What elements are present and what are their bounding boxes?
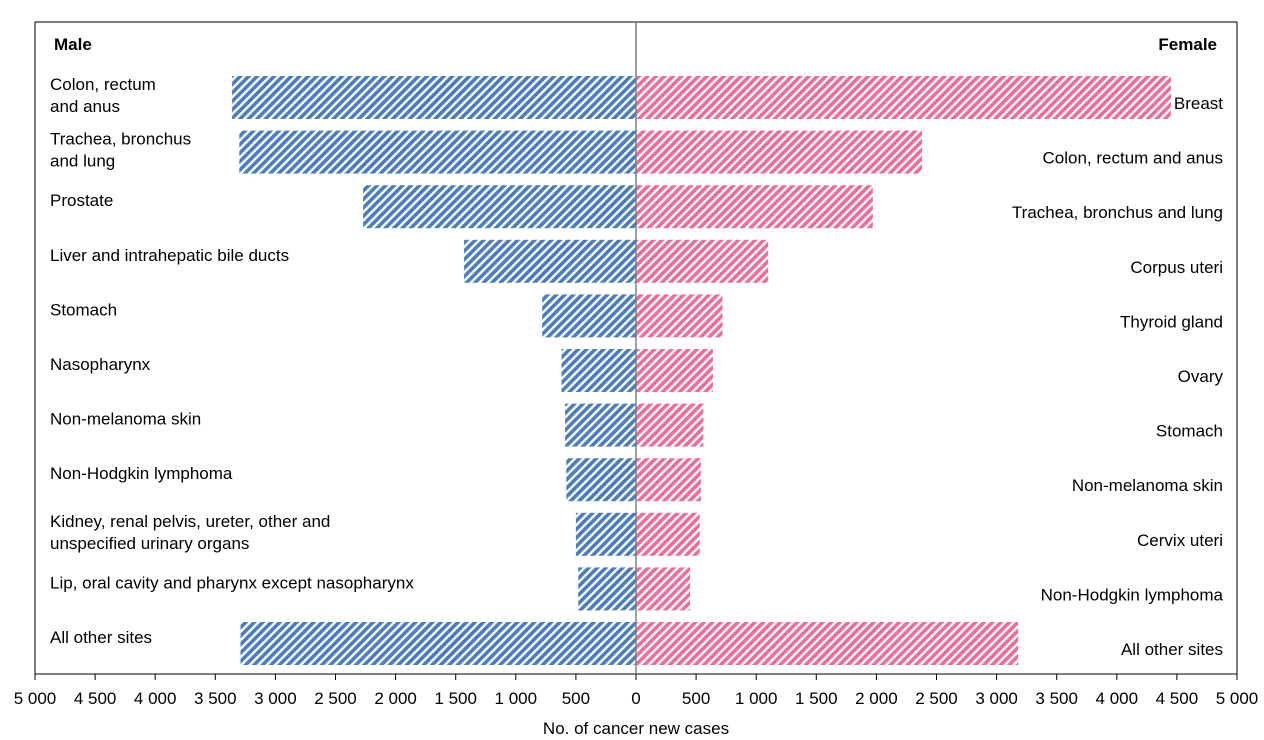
male-bar-trachea-bronchus-and-lung xyxy=(239,130,637,174)
x-tick-label: 500 xyxy=(682,689,710,708)
male-label-non-hodgkin-lymphoma: Non-Hodgkin lymphoma xyxy=(50,464,233,483)
x-tick-label: 2 500 xyxy=(915,689,958,708)
male-label-nasopharynx: Nasopharynx xyxy=(50,355,151,374)
label-line: Stomach xyxy=(50,300,117,319)
x-tick-label: 3 500 xyxy=(1035,689,1078,708)
female-bar-trachea-bronchus-and-lung xyxy=(636,185,873,229)
label-line: Ovary xyxy=(1178,367,1224,386)
female-label-all-other-sites: All other sites xyxy=(1121,640,1223,659)
label-line: Trachea, bronchus xyxy=(50,130,191,149)
female-bar-colon-rectum-and-anus xyxy=(636,130,923,174)
female-bar-all-other-sites xyxy=(636,622,1019,665)
female-bar-corpus-uteri xyxy=(636,239,769,283)
female-label-colon-rectum-and-anus: Colon, rectum and anus xyxy=(1043,149,1224,168)
male-bar-liver-and-intrahepatic-bile-ducts xyxy=(464,239,636,283)
male-label-non-melanoma-skin: Non-melanoma skin xyxy=(50,410,201,429)
label-line: All other sites xyxy=(1121,640,1223,659)
panel-title-male: Male xyxy=(54,35,92,54)
male-label-all-other-sites: All other sites xyxy=(50,628,152,647)
x-tick-label: 1 500 xyxy=(795,689,838,708)
x-tick-label: 4 000 xyxy=(1096,689,1139,708)
x-tick-label: 4 500 xyxy=(74,689,117,708)
label-line: Non-Hodgkin lymphoma xyxy=(1041,585,1224,604)
x-tick-label: 3 500 xyxy=(194,689,237,708)
female-label-non-melanoma-skin: Non-melanoma skin xyxy=(1072,476,1223,495)
label-line: Colon, rectum and anus xyxy=(1043,149,1224,168)
female-label-corpus-uteri: Corpus uteri xyxy=(1130,258,1223,277)
label-line: Corpus uteri xyxy=(1130,258,1223,277)
male-label-stomach: Stomach xyxy=(50,300,117,319)
male-bar-non-hodgkin-lymphoma xyxy=(566,458,636,502)
female-bar-breast xyxy=(636,76,1171,119)
x-tick-label: 3 000 xyxy=(975,689,1018,708)
x-tick-label: 1 500 xyxy=(434,689,477,708)
x-tick-label: 2 000 xyxy=(374,689,417,708)
label-line: Kidney, renal pelvis, ureter, other and xyxy=(50,512,330,531)
female-label-ovary: Ovary xyxy=(1178,367,1224,386)
male-label-kidney-renal-pelvis-ureter-other-and-unspecified-urinary-organs: Kidney, renal pelvis, ureter, other and u… xyxy=(50,512,330,553)
female-bar-ovary xyxy=(636,349,713,392)
male-bar-prostate xyxy=(363,185,636,229)
x-tick-label: 5 000 xyxy=(1216,689,1259,708)
label-line: Trachea, bronchus and lung xyxy=(1012,203,1223,222)
label-line: Colon, rectum xyxy=(50,75,156,94)
label-line: Liver and intrahepatic bile ducts xyxy=(50,246,289,265)
male-bar-non-melanoma-skin xyxy=(565,403,636,447)
x-axis-ticks: 5 000 4 500 4 000 3 500 3 000 2 500 2 000 1 500… xyxy=(14,674,1259,708)
category-labels-layer: Colon, rectum and anus Trachea, bronchus an… xyxy=(50,75,1224,659)
x-tick-label: 0 xyxy=(631,689,640,708)
label-line: Breast xyxy=(1174,94,1223,113)
x-tick-label: 4 500 xyxy=(1156,689,1199,708)
label-line: unspecified urinary organs xyxy=(50,534,249,553)
male-label-colon-rectum-and-anus: Colon, rectum and anus xyxy=(50,75,156,116)
male-bar-all-other-sites xyxy=(240,622,636,665)
x-tick-label: 4 000 xyxy=(134,689,177,708)
label-line: Nasopharynx xyxy=(50,355,151,374)
female-bar-non-hodgkin-lymphoma xyxy=(636,567,691,611)
x-tick-label: 3 000 xyxy=(254,689,297,708)
bars-layer xyxy=(232,76,1171,665)
female-label-non-hodgkin-lymphoma: Non-Hodgkin lymphoma xyxy=(1041,585,1224,604)
male-bar-lip-oral-cavity-and-pharynx-except-nasopharynx xyxy=(578,567,636,611)
x-tick-label: 500 xyxy=(562,689,590,708)
label-line: Stomach xyxy=(1156,422,1223,441)
female-bar-cervix-uteri xyxy=(636,512,700,556)
label-line: and lung xyxy=(50,152,115,171)
male-label-liver-and-intrahepatic-bile-ducts: Liver and intrahepatic bile ducts xyxy=(50,246,289,265)
male-bar-nasopharynx xyxy=(561,349,636,392)
female-label-thyroid-gland: Thyroid gland xyxy=(1120,312,1223,331)
label-line: Cervix uteri xyxy=(1137,531,1223,550)
label-line: Prostate xyxy=(50,191,113,210)
male-label-lip-oral-cavity-and-pharynx-except-nasopharynx: Lip, oral cavity and pharynx except naso… xyxy=(50,573,414,592)
male-bar-stomach xyxy=(542,294,636,338)
x-axis-title: No. of cancer new cases xyxy=(543,719,729,738)
label-line: and anus xyxy=(50,97,120,116)
label-line: Non-melanoma skin xyxy=(50,410,201,429)
female-bar-thyroid-gland xyxy=(636,294,723,338)
female-label-trachea-bronchus-and-lung: Trachea, bronchus and lung xyxy=(1012,203,1223,222)
female-bar-non-melanoma-skin xyxy=(636,458,701,502)
label-line: Lip, oral cavity and pharynx except naso… xyxy=(50,573,414,592)
label-line: Non-Hodgkin lymphoma xyxy=(50,464,233,483)
panel-title-female: Female xyxy=(1158,35,1217,54)
label-line: Thyroid gland xyxy=(1120,312,1223,331)
x-tick-label: 2 000 xyxy=(855,689,898,708)
male-bar-kidney-renal-pelvis-ureter-other-and-unspecified-urinary-organs xyxy=(575,512,636,556)
x-tick-label: 1 000 xyxy=(495,689,538,708)
x-tick-label: 2 500 xyxy=(314,689,357,708)
female-bar-stomach xyxy=(636,403,704,447)
male-bar-colon-rectum-and-anus xyxy=(232,76,636,119)
x-tick-label: 5 000 xyxy=(14,689,57,708)
label-line: All other sites xyxy=(50,628,152,647)
label-line: Non-melanoma skin xyxy=(1072,476,1223,495)
male-label-trachea-bronchus-and-lung: Trachea, bronchus and lung xyxy=(50,130,191,171)
female-label-stomach: Stomach xyxy=(1156,422,1223,441)
male-label-prostate: Prostate xyxy=(50,191,113,210)
female-label-cervix-uteri: Cervix uteri xyxy=(1137,531,1223,550)
female-label-breast: Breast xyxy=(1174,94,1223,113)
x-tick-label: 1 000 xyxy=(735,689,778,708)
